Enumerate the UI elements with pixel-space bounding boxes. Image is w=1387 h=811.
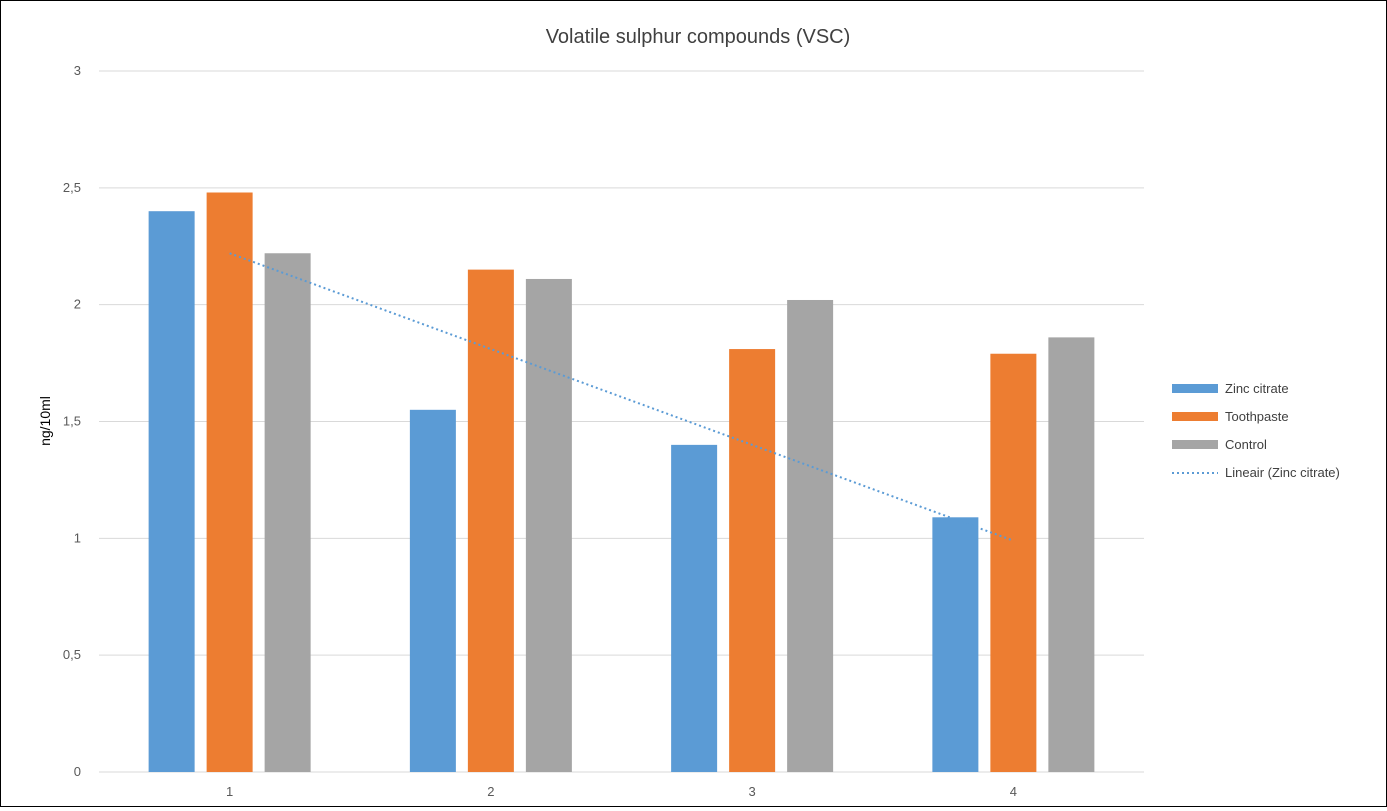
legend-label: Toothpaste bbox=[1225, 409, 1289, 424]
y-tick-label: 0,5 bbox=[63, 647, 81, 662]
bar-control-4 bbox=[1048, 337, 1095, 772]
y-axis-title: ng/10ml bbox=[37, 396, 53, 446]
x-tick-labels: 1 2 3 4 bbox=[226, 784, 1017, 799]
bar-toothpaste-2 bbox=[467, 269, 514, 772]
x-tick-label: 3 bbox=[749, 784, 756, 799]
y-tick-label: 2,5 bbox=[63, 180, 81, 195]
legend-label: Lineair (Zinc citrate) bbox=[1225, 465, 1340, 480]
chart-title: Volatile sulphur compounds (VSC) bbox=[546, 26, 851, 48]
y-tick-label: 3 bbox=[74, 63, 81, 78]
x-tick-label: 2 bbox=[487, 784, 494, 799]
bar-zinc-citrate-4 bbox=[932, 517, 979, 772]
bar-control-1 bbox=[264, 253, 311, 772]
legend-swatch bbox=[1172, 384, 1218, 393]
bar-control-3 bbox=[787, 299, 834, 772]
bar-zinc-citrate-2 bbox=[409, 409, 456, 772]
bar-zinc-citrate-1 bbox=[148, 211, 195, 772]
legend-label: Zinc citrate bbox=[1225, 381, 1289, 396]
bar-toothpaste-3 bbox=[729, 349, 776, 772]
x-tick-label: 4 bbox=[1010, 784, 1017, 799]
y-tick-label: 0 bbox=[74, 764, 81, 779]
trendline-layer bbox=[229, 252, 1014, 542]
trendline-zinc-citrate bbox=[229, 252, 1014, 542]
x-tick-label: 1 bbox=[226, 784, 233, 799]
bars bbox=[148, 192, 1095, 773]
legend-swatch bbox=[1172, 412, 1218, 421]
legend-swatch bbox=[1172, 440, 1218, 449]
bar-toothpaste-4 bbox=[990, 353, 1037, 772]
bar-toothpaste-1 bbox=[206, 192, 253, 773]
legend: Zinc citrate Toothpaste Control Lineair (Zi… bbox=[1172, 381, 1340, 480]
bar-control-2 bbox=[525, 278, 572, 772]
y-tick-label: 1,5 bbox=[63, 414, 81, 429]
y-tick-label: 1 bbox=[74, 530, 81, 545]
legend-label: Control bbox=[1225, 437, 1267, 452]
y-tick-label: 2 bbox=[74, 297, 81, 312]
bar-zinc-citrate-3 bbox=[671, 444, 718, 772]
